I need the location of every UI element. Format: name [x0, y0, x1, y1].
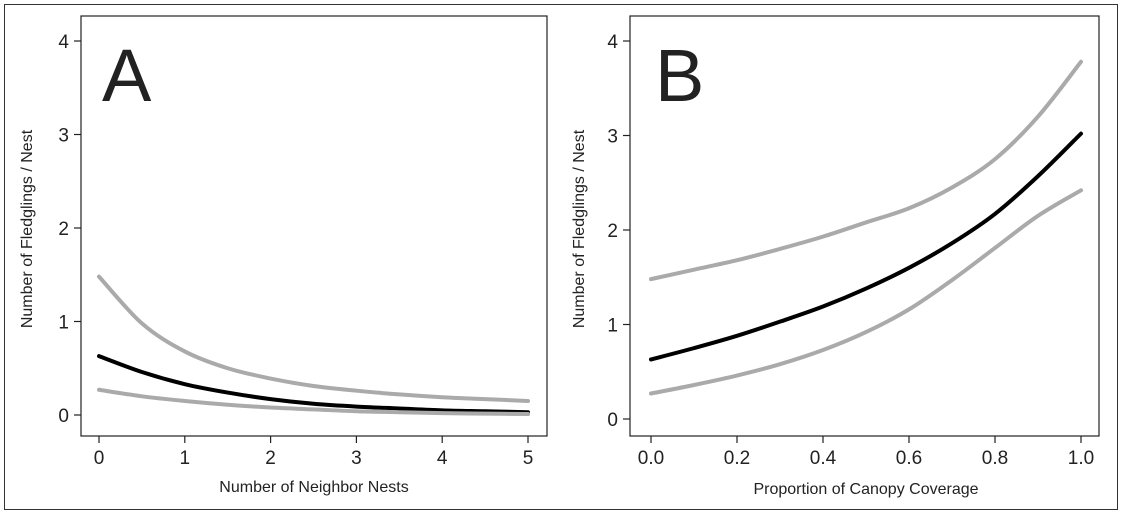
y-tick-label-a: 0 — [58, 406, 69, 427]
x-tick-label-b: 0.8 — [982, 448, 1008, 469]
x-tick-label-b: 1.0 — [1068, 448, 1094, 469]
x-tick-label-a: 2 — [265, 448, 276, 469]
x-tick-label-a: 1 — [180, 448, 191, 469]
panel-letter-a: A — [102, 34, 152, 117]
panel-b: B Proportion of Canopy Coverage Number o… — [571, 15, 1100, 498]
x-tick-label-a: 4 — [437, 448, 448, 469]
series-line-upper-ci-a — [97, 274, 530, 403]
series-line-estimate-a — [97, 354, 530, 415]
y-tick-label-b: 2 — [607, 221, 618, 242]
plot-frame-b — [629, 15, 1100, 437]
y-tick-label-b: 0 — [607, 410, 618, 431]
x-tick-label-b: 0.4 — [810, 448, 837, 469]
plot-frame-a — [80, 15, 548, 437]
x-tick-label-b: 0.2 — [724, 448, 750, 469]
series-line-estimate-b — [649, 131, 1083, 362]
series-line-lower-ci-b — [649, 188, 1083, 396]
y-tick-label-a: 3 — [58, 126, 69, 147]
y-tick-label-a: 1 — [58, 313, 69, 334]
x-tick-label-b: 0.0 — [638, 448, 664, 469]
y-tick-label-b: 4 — [607, 32, 618, 53]
x-tick-label-b: 0.6 — [896, 448, 922, 469]
x-tick-label-a: 0 — [94, 448, 105, 469]
series-line-upper-ci-b — [649, 59, 1083, 282]
x-tick-label-a: 3 — [351, 448, 362, 469]
panel-letter-b: B — [655, 34, 704, 117]
y-tick-label-a: 2 — [58, 219, 69, 240]
x-axis-label-a: Number of Neighbor Nests — [219, 479, 408, 496]
y-tick-label-b: 1 — [607, 316, 618, 337]
y-axis-label-b: Number of Fledglings / Nest — [571, 129, 588, 328]
x-axis-label-b: Proportion of Canopy Coverage — [753, 481, 978, 498]
figure-border — [4, 4, 1118, 510]
y-axis-label-a: Number of Fledglings / Nest — [19, 129, 36, 328]
x-tick-label-a: 5 — [523, 448, 534, 469]
y-tick-label-b: 3 — [607, 127, 618, 148]
series-line-lower-ci-a — [97, 387, 530, 417]
panel-a: A Number of Neighbor Nests Number of Fle… — [19, 15, 548, 496]
y-tick-label-a: 4 — [58, 32, 69, 53]
